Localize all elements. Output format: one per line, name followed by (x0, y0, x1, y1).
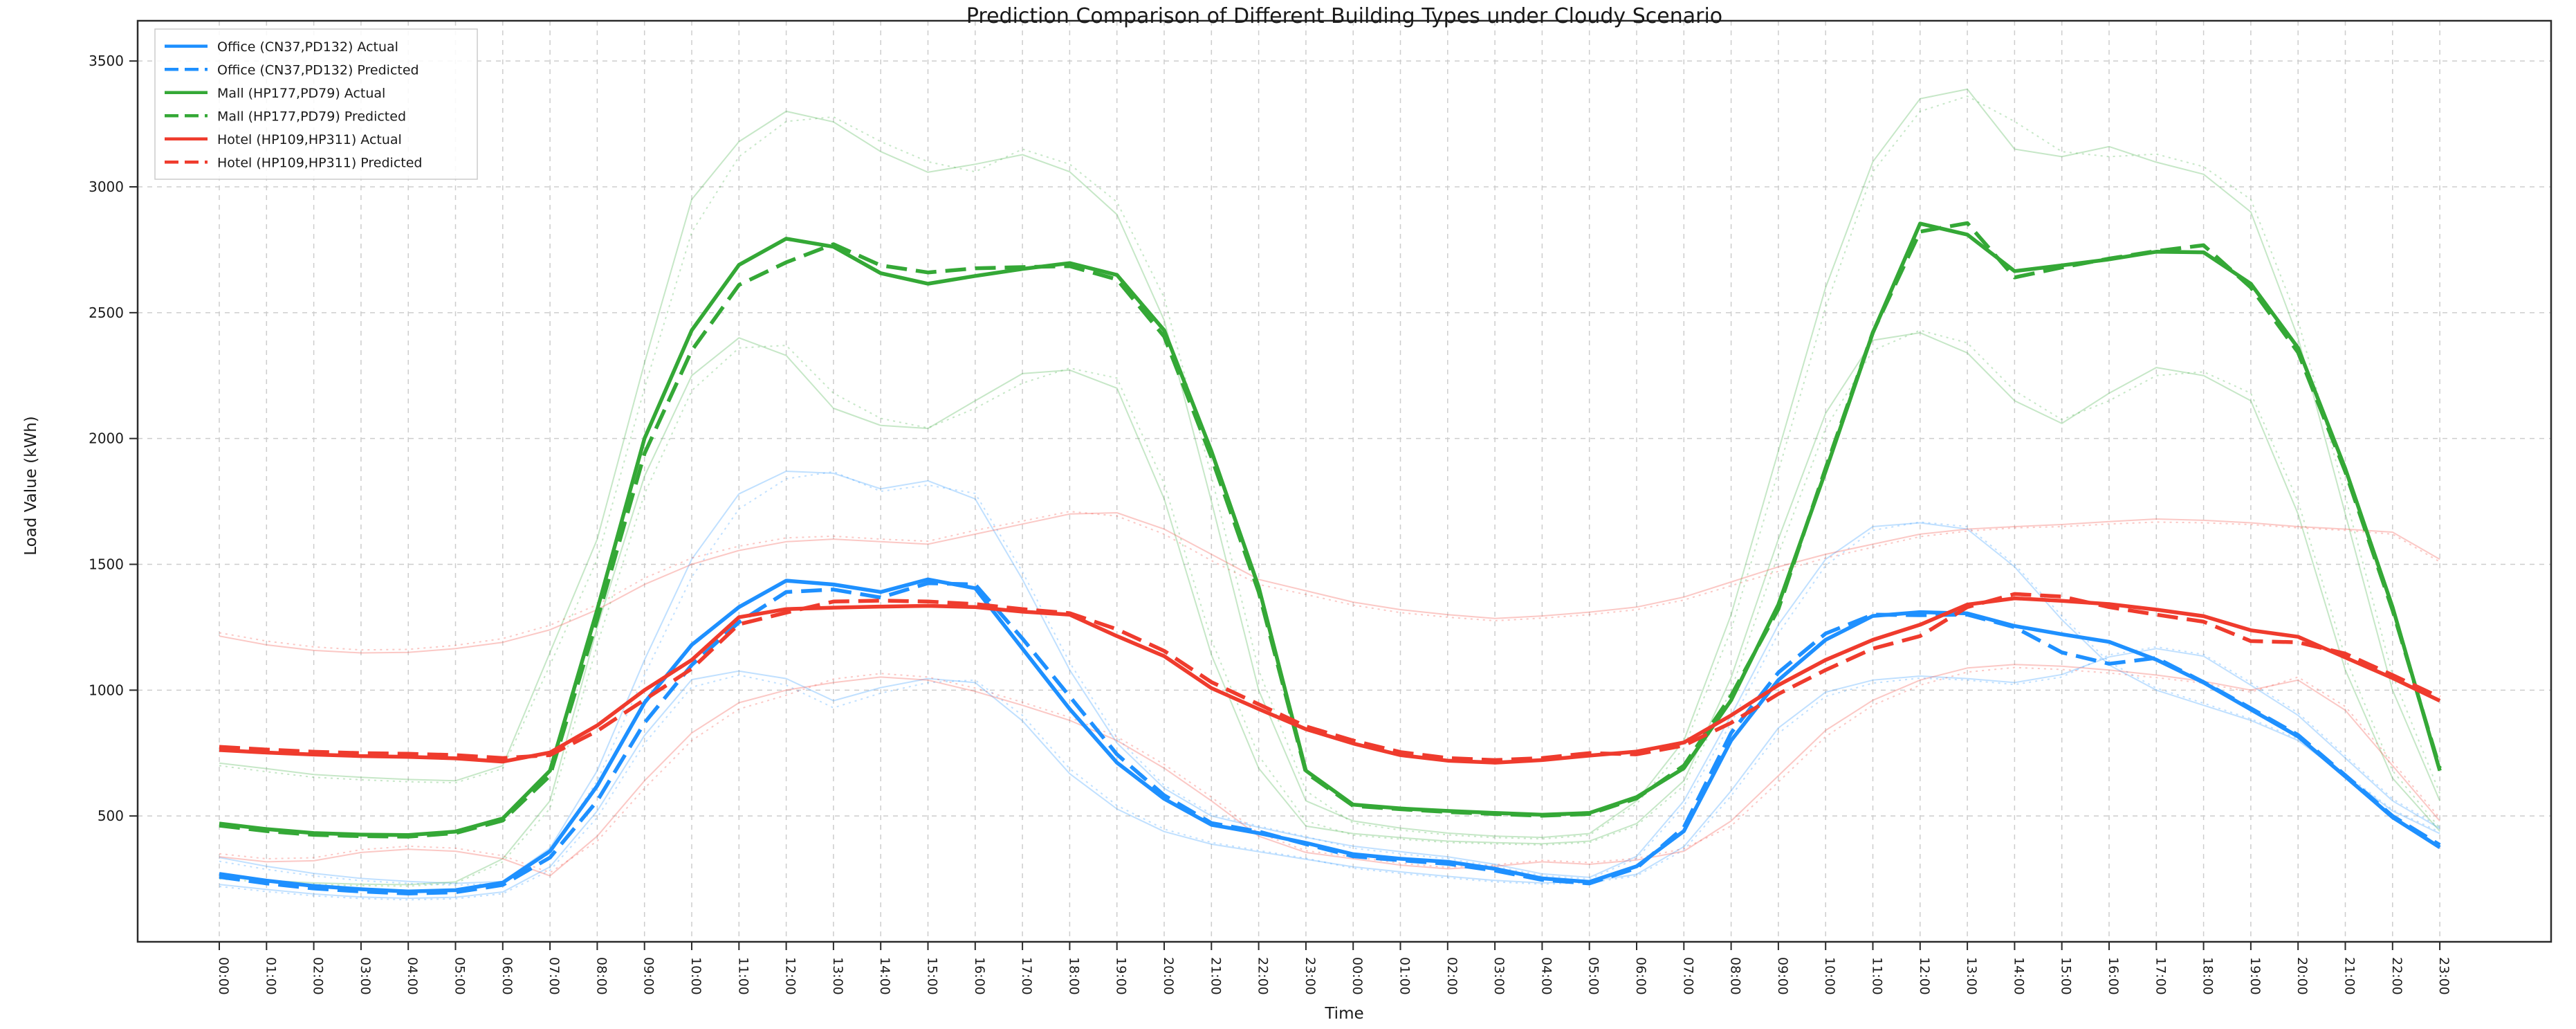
x-tick-label: 06:00 (499, 957, 515, 995)
legend-label-mall-pred: Mall (HP177,PD79) Predicted (217, 109, 406, 124)
x-tick-label: 23:00 (1303, 957, 1318, 995)
x-tick-label: 07:00 (546, 957, 562, 995)
x-tick-label: 08:00 (1728, 957, 1743, 995)
x-tick-label: 03:00 (358, 957, 373, 995)
plot-frame (136, 19, 2552, 943)
x-tick-label: 04:00 (405, 957, 420, 995)
series-line-mall-light2-pred (219, 329, 2440, 887)
series-line-office-light2-actual (219, 648, 2440, 900)
x-tick-label: 07:00 (1680, 957, 1695, 995)
series-line-hotel-light1-actual (219, 512, 2440, 654)
legend-label-office-pred: Office (CN37,PD132) Predicted (217, 62, 419, 78)
x-tick-label: 15:00 (2059, 957, 2074, 995)
series-line-mall-light2-actual (219, 331, 2440, 886)
x-tick-label: 14:00 (877, 957, 892, 995)
x-tick-label: 16:00 (972, 957, 987, 995)
x-tick-label: 12:00 (1917, 957, 1932, 995)
y-tick-label: 500 (98, 808, 124, 824)
x-tick-label: 21:00 (2342, 957, 2357, 995)
x-tick-label: 19:00 (1114, 957, 1129, 995)
series-line-mall-light1-pred (219, 95, 2441, 840)
x-tick-label: 08:00 (594, 957, 609, 995)
x-tick-label: 00:00 (216, 957, 231, 995)
legend-label-office-actual: Office (CN37,PD132) Actual (217, 39, 398, 55)
x-tick-label: 19:00 (2247, 957, 2263, 995)
y-tick-label: 2000 (89, 430, 124, 447)
series-line-mall-light1-actual (219, 88, 2441, 839)
x-tick-label: 23:00 (2436, 957, 2451, 995)
x-tick-label: 06:00 (1633, 957, 1648, 995)
legend-label-mall-actual: Mall (HP177,PD79) Actual (217, 86, 385, 101)
y-tick-label: 2500 (89, 304, 124, 321)
x-tick-label: 00:00 (1350, 957, 1365, 995)
legend-box (154, 28, 478, 180)
y-tick-label: 3500 (89, 53, 124, 69)
x-tick-label: 01:00 (263, 957, 278, 995)
x-tick-label: 11:00 (1870, 957, 1885, 995)
x-tick-label: 10:00 (1822, 957, 1837, 995)
x-tick-label: 21:00 (1208, 957, 1223, 995)
y-tick-label: 3000 (89, 179, 124, 195)
series-line-hotel-actual (219, 596, 2441, 765)
series-line-office-light2-pred (219, 646, 2440, 901)
x-tick-label: 11:00 (735, 957, 751, 995)
x-tick-label: 09:00 (641, 957, 656, 995)
legend-label-hotel-actual: Hotel (HP109,HP311) Actual (217, 132, 402, 147)
x-tick-label: 22:00 (2389, 957, 2404, 995)
x-tick-label: 22:00 (1255, 957, 1271, 995)
x-tick-label: 10:00 (688, 957, 703, 995)
legend-label-hotel-pred: Hotel (HP109,HP311) Predicted (217, 155, 423, 170)
x-tick-label: 16:00 (2106, 957, 2121, 995)
x-tick-label: 17:00 (2153, 957, 2168, 995)
x-tick-label: 02:00 (311, 957, 326, 995)
x-tick-label: 05:00 (452, 957, 468, 995)
y-axis-label: Load Value (kWh) (22, 416, 40, 556)
x-tick-label: 20:00 (1161, 957, 1176, 995)
series-line-office-pred (219, 581, 2441, 895)
x-tick-label: 04:00 (1538, 957, 1554, 995)
x-tick-label: 05:00 (1586, 957, 1601, 995)
series-line-hotel-light2-actual (219, 664, 2440, 877)
x-tick-label: 01:00 (1397, 957, 1413, 995)
y-tick-label: 1000 (89, 682, 124, 698)
x-tick-label: 17:00 (1019, 957, 1034, 995)
series-line-office-light1-actual (219, 471, 2440, 884)
series-line-mall-pred (219, 221, 2442, 839)
x-tick-label: 20:00 (2294, 957, 2310, 995)
x-tick-label: 14:00 (2011, 957, 2026, 995)
x-axis-label: Time (1325, 1005, 1364, 1023)
x-tick-label: 02:00 (1444, 957, 1460, 995)
series-line-office-light1-pred (219, 471, 2440, 886)
x-tick-label: 13:00 (1964, 957, 1979, 995)
x-tick-label: 03:00 (1491, 957, 1507, 995)
series-line-hotel-light2-pred (219, 666, 2440, 873)
x-tick-label: 18:00 (2200, 957, 2216, 995)
y-tick-label: 1500 (89, 556, 124, 573)
series-line-hotel-pred (219, 592, 2441, 763)
x-tick-label: 15:00 (925, 957, 940, 995)
x-tick-label: 13:00 (830, 957, 845, 995)
chart-title: Prediction Comparison of Different Build… (966, 4, 1723, 28)
x-tick-label: 12:00 (783, 957, 798, 995)
x-tick-label: 09:00 (1775, 957, 1790, 995)
x-tick-label: 18:00 (1066, 957, 1081, 995)
series-line-hotel-light1-pred (219, 511, 2440, 651)
series-line-mall-actual (219, 221, 2442, 837)
